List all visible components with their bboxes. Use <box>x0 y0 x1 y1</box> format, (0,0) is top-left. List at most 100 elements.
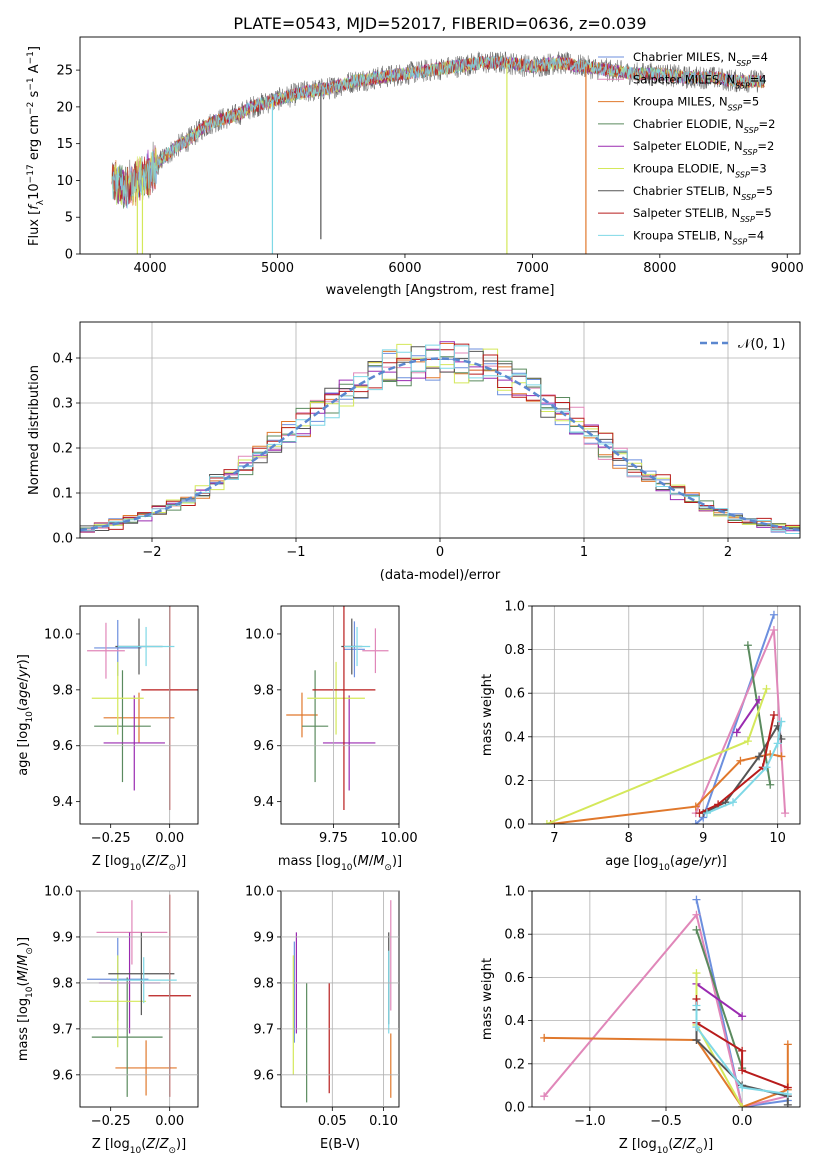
label-part: mass [log <box>278 854 341 869</box>
legend-label-sub: SSP <box>735 170 750 179</box>
label-part: age [log <box>605 854 658 869</box>
legend-label-sub: SSP <box>740 215 755 224</box>
label-part: ( <box>670 854 675 869</box>
y-tick-label: 9.8 <box>52 683 73 698</box>
weight-marker <box>743 737 752 746</box>
y-tick-label: 0.4 <box>504 1014 525 1029</box>
legend-label-text: Kroupa MILES, N <box>633 95 728 109</box>
label-part: )] <box>392 854 402 869</box>
y-tick-label: 0.6 <box>504 971 525 986</box>
y-tick-label: 9.9 <box>52 930 73 945</box>
weight-marker <box>691 802 700 811</box>
y-axis-label: Normed distribution <box>27 365 42 495</box>
legend-label: 𝒩(0, 1) <box>738 337 785 352</box>
y-tick-label: 0.3 <box>52 397 73 412</box>
label-part: Z [log <box>619 1137 657 1152</box>
x-axis-label: (data-model)/error <box>380 568 501 583</box>
label-part: wavelength [Angstrom, rest frame] <box>326 283 555 298</box>
axes-frame <box>79 605 199 825</box>
legend-label: Salpeter STELIB, NSSP=5 <box>633 206 772 224</box>
y-tick-label: 9.6 <box>52 1068 73 1083</box>
y-tick-label: 9.8 <box>253 683 274 698</box>
legend-label-count: =4 <box>747 228 764 242</box>
y-tick-label: 9.8 <box>253 976 274 991</box>
weight-line <box>699 714 775 815</box>
label-part: / <box>155 1137 160 1152</box>
x-axis-label: Z [log10(Z/Z⊙)] <box>92 1137 186 1156</box>
label-part: ⊙ <box>695 1146 703 1156</box>
weight-marker <box>692 1036 701 1045</box>
weight-marker <box>546 820 555 824</box>
x-tick-label: −0.25 <box>91 831 131 846</box>
label-part: λ <box>36 199 46 205</box>
x-tick-label: 2 <box>724 545 732 560</box>
y-tick-label: 9.4 <box>52 795 73 810</box>
weight-marker <box>738 1012 747 1021</box>
plot-area <box>87 606 198 811</box>
label-part: 10 <box>657 1146 669 1156</box>
x-tick-label: 0.0 <box>732 1114 753 1129</box>
weight-marker <box>755 752 764 761</box>
weight-marker <box>773 739 782 748</box>
label-part: A <box>27 64 42 77</box>
weight-marker <box>762 763 771 772</box>
label-part: )] <box>176 1137 186 1152</box>
weight-line <box>543 912 789 1107</box>
label-part: −17 <box>26 164 36 183</box>
label-part: )] <box>176 854 186 869</box>
label-part: 10 <box>130 1146 142 1156</box>
label-part: age <box>675 854 699 869</box>
x-tick-label: 8000 <box>643 261 676 276</box>
weight-line <box>695 983 743 1018</box>
x-tick-label: 1 <box>580 545 588 560</box>
y-tick-label: 0.2 <box>504 774 525 789</box>
label-part: f <box>27 203 42 210</box>
legend-label-count: =5 <box>742 95 759 109</box>
y-tick-label: 9.6 <box>52 739 73 754</box>
label-part: age <box>16 682 31 706</box>
y-tick-label: 0.0 <box>504 1101 525 1116</box>
y-axis-label: age [log10(age/yr)] <box>16 654 35 776</box>
weight-line <box>544 1036 789 1107</box>
y-tick-label: 1.0 <box>504 885 525 900</box>
legend-label: Kroupa STELIB, NSSP=4 <box>633 228 764 246</box>
weight-marker <box>738 1066 747 1075</box>
y-tick-label: 0 <box>65 248 73 263</box>
y-tick-label: 0.6 <box>504 687 525 702</box>
y-tick-label: 9.7 <box>52 1022 73 1037</box>
label-part: −2 <box>26 102 36 115</box>
x-tick-label: 6000 <box>388 261 421 276</box>
legend-label: Salpeter MILES, NSSP=4 <box>633 72 767 90</box>
legend-label-text: Kroupa STELIB, N <box>633 228 733 242</box>
plot-area <box>286 606 389 811</box>
label-part: 10 <box>341 863 353 873</box>
x-tick-label: 0.00 <box>155 831 184 846</box>
normal-curve <box>80 357 800 532</box>
legend-label-sub: SSP <box>735 81 750 90</box>
label-part: E(B-V) <box>320 1137 360 1152</box>
x-tick-label: 4000 <box>134 261 167 276</box>
x-tick-label: 0 <box>436 545 444 560</box>
y-tick-label: 0.1 <box>52 487 73 502</box>
weight-marker <box>692 925 701 934</box>
label-part: Z [log <box>92 1137 130 1152</box>
label-part: Normed distribution <box>27 365 42 495</box>
weight-marker <box>777 717 786 726</box>
x-axis-label: wavelength [Angstrom, rest frame] <box>326 283 555 298</box>
label-part: yr <box>703 854 719 869</box>
y-tick-label: 9.9 <box>253 930 274 945</box>
label-part: Z <box>145 854 156 869</box>
weight-marker <box>769 625 778 634</box>
z-age-panel: −0.25 0.009.49.69.810.0Z [log10(Z/Z⊙)]age… <box>16 605 199 873</box>
x-tick-label: 8 <box>625 831 633 846</box>
y-tick-label: 0.2 <box>52 442 73 457</box>
weight-marker <box>738 1046 747 1055</box>
weight-marker <box>540 1033 549 1042</box>
legend-label-sub: SSP <box>743 148 758 157</box>
label-part: / <box>682 1137 687 1152</box>
x-axis-label: mass [log10(M/M⊙)] <box>278 854 402 873</box>
legend-label: Chabrier ELODIE, NSSP=2 <box>633 117 775 134</box>
weight-marker <box>702 809 711 818</box>
y-tick-label: 0.4 <box>52 352 73 367</box>
